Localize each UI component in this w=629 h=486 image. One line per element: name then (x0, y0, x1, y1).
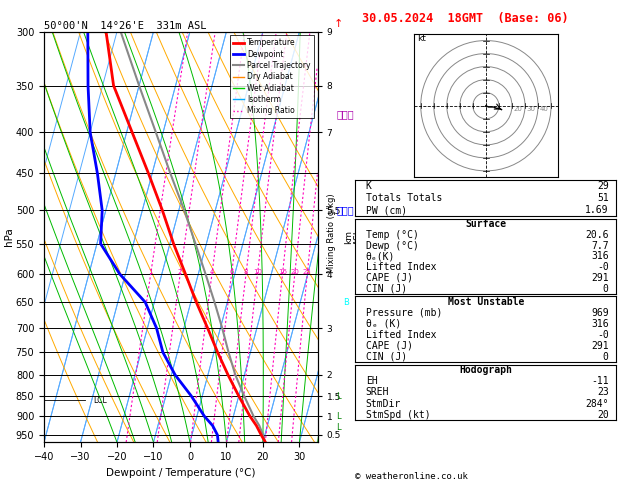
Text: θₑ(K): θₑ(K) (366, 251, 395, 261)
Text: 20: 20 (597, 410, 609, 420)
Text: 1.69: 1.69 (585, 205, 609, 215)
Text: L: L (337, 412, 341, 420)
Text: 969: 969 (591, 308, 609, 318)
Text: B: B (343, 297, 348, 307)
Text: L: L (337, 423, 341, 432)
Text: EH: EH (366, 376, 377, 386)
Text: SREH: SREH (366, 387, 389, 398)
Text: 25: 25 (303, 269, 311, 275)
Text: 0: 0 (603, 284, 609, 294)
Text: CAPE (J): CAPE (J) (366, 341, 413, 351)
Text: © weatheronline.co.uk: © weatheronline.co.uk (355, 472, 468, 481)
Legend: Temperature, Dewpoint, Parcel Trajectory, Dry Adiabat, Wet Adiabat, Isotherm, Mi: Temperature, Dewpoint, Parcel Trajectory… (230, 35, 314, 118)
Text: kt: kt (417, 34, 426, 43)
Text: 6: 6 (229, 269, 234, 275)
Text: StmSpd (kt): StmSpd (kt) (366, 410, 430, 420)
Y-axis label: hPa: hPa (4, 227, 14, 246)
Text: 50°00'N  14°26'E  331m ASL: 50°00'N 14°26'E 331m ASL (44, 21, 206, 31)
X-axis label: Dewpoint / Temperature (°C): Dewpoint / Temperature (°C) (106, 468, 255, 478)
Text: 23: 23 (597, 387, 609, 398)
Text: 20: 20 (513, 106, 522, 112)
Text: ⦀⦀⦀: ⦀⦀⦀ (337, 206, 354, 215)
Text: Mixing Ratio (g/kg): Mixing Ratio (g/kg) (327, 193, 336, 273)
Text: 30.05.2024  18GMT  (Base: 06): 30.05.2024 18GMT (Base: 06) (362, 12, 568, 25)
Text: 316: 316 (591, 319, 609, 329)
Text: Totals Totals: Totals Totals (366, 193, 442, 203)
Text: LCL: LCL (93, 396, 107, 405)
Text: CAPE (J): CAPE (J) (366, 273, 413, 283)
Text: PW (cm): PW (cm) (366, 205, 407, 215)
Text: 284°: 284° (585, 399, 609, 409)
Text: 29: 29 (597, 181, 609, 191)
Text: 10: 10 (253, 269, 262, 275)
Text: Most Unstable: Most Unstable (448, 297, 524, 307)
Text: 8: 8 (243, 269, 248, 275)
Text: 2: 2 (178, 269, 182, 275)
Text: 40: 40 (539, 106, 548, 112)
Text: Lifted Index: Lifted Index (366, 262, 437, 272)
Text: 291: 291 (591, 341, 609, 351)
Text: 51: 51 (597, 193, 609, 203)
Text: 1: 1 (148, 269, 153, 275)
Y-axis label: km
ASL: km ASL (344, 228, 363, 245)
Text: ⦀⦀⦀: ⦀⦀⦀ (337, 109, 354, 120)
Text: -0: -0 (597, 262, 609, 272)
Text: 16: 16 (278, 269, 287, 275)
Text: 20.6: 20.6 (585, 230, 609, 240)
Text: 20: 20 (290, 269, 299, 275)
Text: Temp (°C): Temp (°C) (366, 230, 419, 240)
Text: CIN (J): CIN (J) (366, 351, 407, 362)
Text: 30: 30 (526, 106, 535, 112)
Text: Surface: Surface (465, 219, 506, 229)
Text: -0: -0 (597, 330, 609, 340)
Text: CIN (J): CIN (J) (366, 284, 407, 294)
Text: 7.7: 7.7 (591, 241, 609, 251)
Text: ↑: ↑ (333, 19, 343, 29)
Text: 0: 0 (603, 351, 609, 362)
Text: Pressure (mb): Pressure (mb) (366, 308, 442, 318)
Text: Hodograph: Hodograph (459, 365, 513, 375)
Text: -11: -11 (591, 376, 609, 386)
Text: K: K (366, 181, 372, 191)
Text: Lifted Index: Lifted Index (366, 330, 437, 340)
Text: 4: 4 (209, 269, 214, 275)
Text: θₑ (K): θₑ (K) (366, 319, 401, 329)
Text: 291: 291 (591, 273, 609, 283)
Text: L: L (337, 392, 341, 400)
Text: Dewp (°C): Dewp (°C) (366, 241, 419, 251)
Text: StmDir: StmDir (366, 399, 401, 409)
Text: 316: 316 (591, 251, 609, 261)
